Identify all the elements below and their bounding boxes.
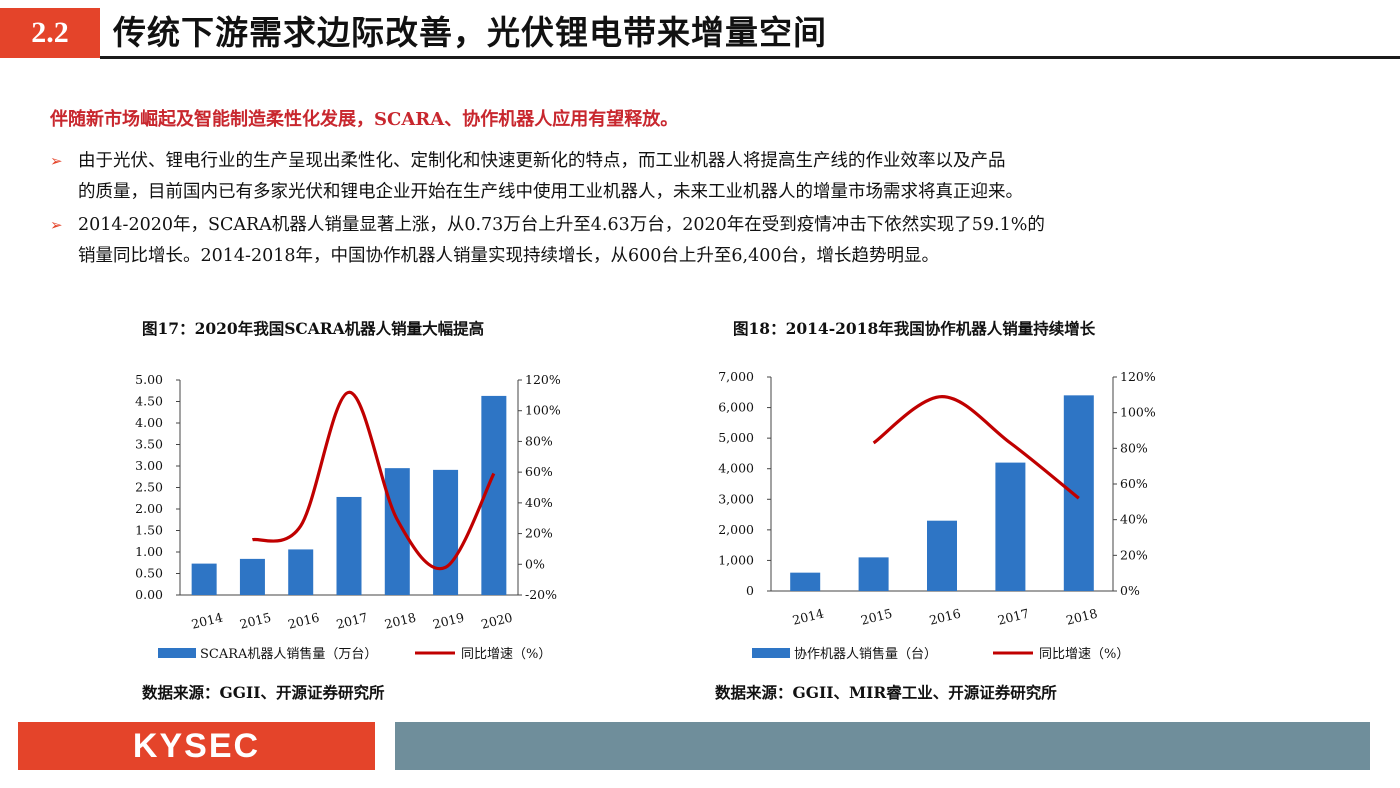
y-tick-label-right: 120% <box>1120 369 1156 384</box>
y-tick-label-right: 40% <box>1120 512 1148 527</box>
x-tick-label: 2015 <box>238 610 272 632</box>
bar <box>433 469 459 595</box>
kysec-logo: KYSEC <box>132 727 261 765</box>
x-tick-label: 2017 <box>996 605 1031 627</box>
legend-swatch-bar <box>752 648 790 658</box>
y-tick-label-left: 2,000 <box>718 522 754 537</box>
section-title: 传统下游需求边际改善，光伏锂电带来增量空间 <box>113 13 827 52</box>
section-header: 2.2 传统下游需求边际改善，光伏锂电带来增量空间 <box>0 0 1400 60</box>
x-tick-label: 2018 <box>1064 605 1099 627</box>
bullet-line: 销量同比增长。2014-2018年，中国协作机器人销量实现持续增长，从600台上… <box>78 246 939 266</box>
x-tick-label: 2015 <box>859 606 893 628</box>
bar <box>239 558 265 595</box>
chart-title: 图18：2014-2018年我国协作机器人销量持续增长 <box>733 319 1096 338</box>
chart-title: 图17：2020年我国SCARA机器人销量大幅提高 <box>142 319 485 338</box>
y-tick-label-right: 80% <box>525 433 553 448</box>
y-tick-label-right: 100% <box>1120 405 1156 420</box>
bullet-line: 2014-2020年，SCARA机器人销量显著上涨，从0.73万台上升至4.63… <box>78 215 1045 235</box>
y-tick-label-right: 0% <box>525 556 545 571</box>
bullet-line: 的质量，目前国内已有多家光伏和锂电企业开始在生产线中使用工业机器人，未来工业机器… <box>78 182 1023 202</box>
chart-source: 数据来源：GGII、开源证券研究所 <box>142 683 385 702</box>
y-tick-label-left: 5,000 <box>718 430 754 445</box>
bullet-line: 由于光伏、锂电行业的生产呈现出柔性化、定制化和快速更新化的特点，而工业机器人将提… <box>78 151 1006 171</box>
bar <box>191 563 217 595</box>
y-tick-label-left: 4.50 <box>135 394 163 409</box>
bar <box>858 557 889 591</box>
y-tick-label-left: 1,000 <box>718 552 754 567</box>
bar <box>288 549 314 595</box>
y-tick-label-left: 3.50 <box>135 437 163 452</box>
legend-label: 同比增速（%） <box>461 647 551 662</box>
y-tick-label-left: 3.00 <box>135 458 163 473</box>
bullet-item: ➢ 由于光伏、锂电行业的生产呈现出柔性化、定制化和快速更新化的特点，而工业机器人… <box>50 146 1340 208</box>
section-number: 2.2 <box>0 8 100 58</box>
y-tick-label-left: 4,000 <box>718 461 754 476</box>
x-tick-label: 2014 <box>791 605 826 627</box>
y-tick-label-left: 5.00 <box>135 372 163 387</box>
y-tick-label-left: 2.50 <box>135 480 163 495</box>
y-tick-label-right: 20% <box>525 526 553 541</box>
header-divider <box>100 56 1400 59</box>
growth-line <box>872 395 1080 500</box>
bar <box>336 496 362 595</box>
legend-label: SCARA机器人销售量（万台） <box>200 646 377 662</box>
bar <box>790 572 821 591</box>
bar <box>384 468 410 595</box>
y-tick-label-right: -20% <box>525 587 557 602</box>
y-tick-label-left: 2.00 <box>135 501 163 516</box>
arrow-right-icon: ➢ <box>50 216 63 234</box>
y-tick-label-right: 100% <box>525 403 561 418</box>
footer-bar <box>395 722 1370 770</box>
y-tick-label-left: 7,000 <box>718 369 754 384</box>
x-tick-label: 2020 <box>480 609 515 631</box>
x-tick-label: 2018 <box>383 609 418 631</box>
y-tick-label-left: 4.00 <box>135 415 163 430</box>
y-tick-label-right: 80% <box>1120 440 1148 455</box>
y-tick-label-right: 120% <box>525 372 561 387</box>
key-point-subtitle: 伴随新市场崛起及智能制造柔性化发展，SCARA、协作机器人应用有望释放。 <box>50 109 679 130</box>
x-tick-label: 2014 <box>190 609 225 631</box>
x-tick-label: 2016 <box>286 609 321 631</box>
y-tick-label-right: 60% <box>1120 476 1148 491</box>
y-tick-label-right: 0% <box>1120 583 1140 598</box>
bar <box>927 520 957 591</box>
chart-source: 数据来源：GGII、MIR睿工业、开源证券研究所 <box>715 683 1057 702</box>
legend-label: 同比增速（%） <box>1039 647 1129 662</box>
y-tick-label-left: 3,000 <box>718 491 754 506</box>
growth-line <box>251 390 496 571</box>
bar <box>995 462 1026 591</box>
y-tick-label-left: 6,000 <box>718 400 754 415</box>
y-tick-label-right: 20% <box>1120 547 1148 562</box>
y-tick-label-left: 1.50 <box>135 523 163 538</box>
y-tick-label-left: 0.50 <box>135 566 163 581</box>
x-tick-label: 2017 <box>335 609 370 631</box>
y-tick-label-left: 0 <box>746 583 754 598</box>
legend-label: 协作机器人销售量（台） <box>794 646 937 662</box>
bullet-item: ➢ 2014-2020年，SCARA机器人销量显著上涨，从0.73万台上升至4.… <box>50 210 1340 272</box>
y-tick-label-left: 1.00 <box>135 544 163 559</box>
y-tick-label-right: 40% <box>525 495 553 510</box>
bar <box>1063 395 1094 591</box>
arrow-right-icon: ➢ <box>50 152 63 170</box>
footer-brand-bar: KYSEC <box>18 722 375 770</box>
x-tick-label: 2016 <box>928 605 963 627</box>
y-tick-label-left: 0.00 <box>135 587 163 602</box>
x-tick-label: 2019 <box>431 609 466 631</box>
y-tick-label-right: 60% <box>525 464 553 479</box>
legend-swatch-bar <box>158 648 196 658</box>
